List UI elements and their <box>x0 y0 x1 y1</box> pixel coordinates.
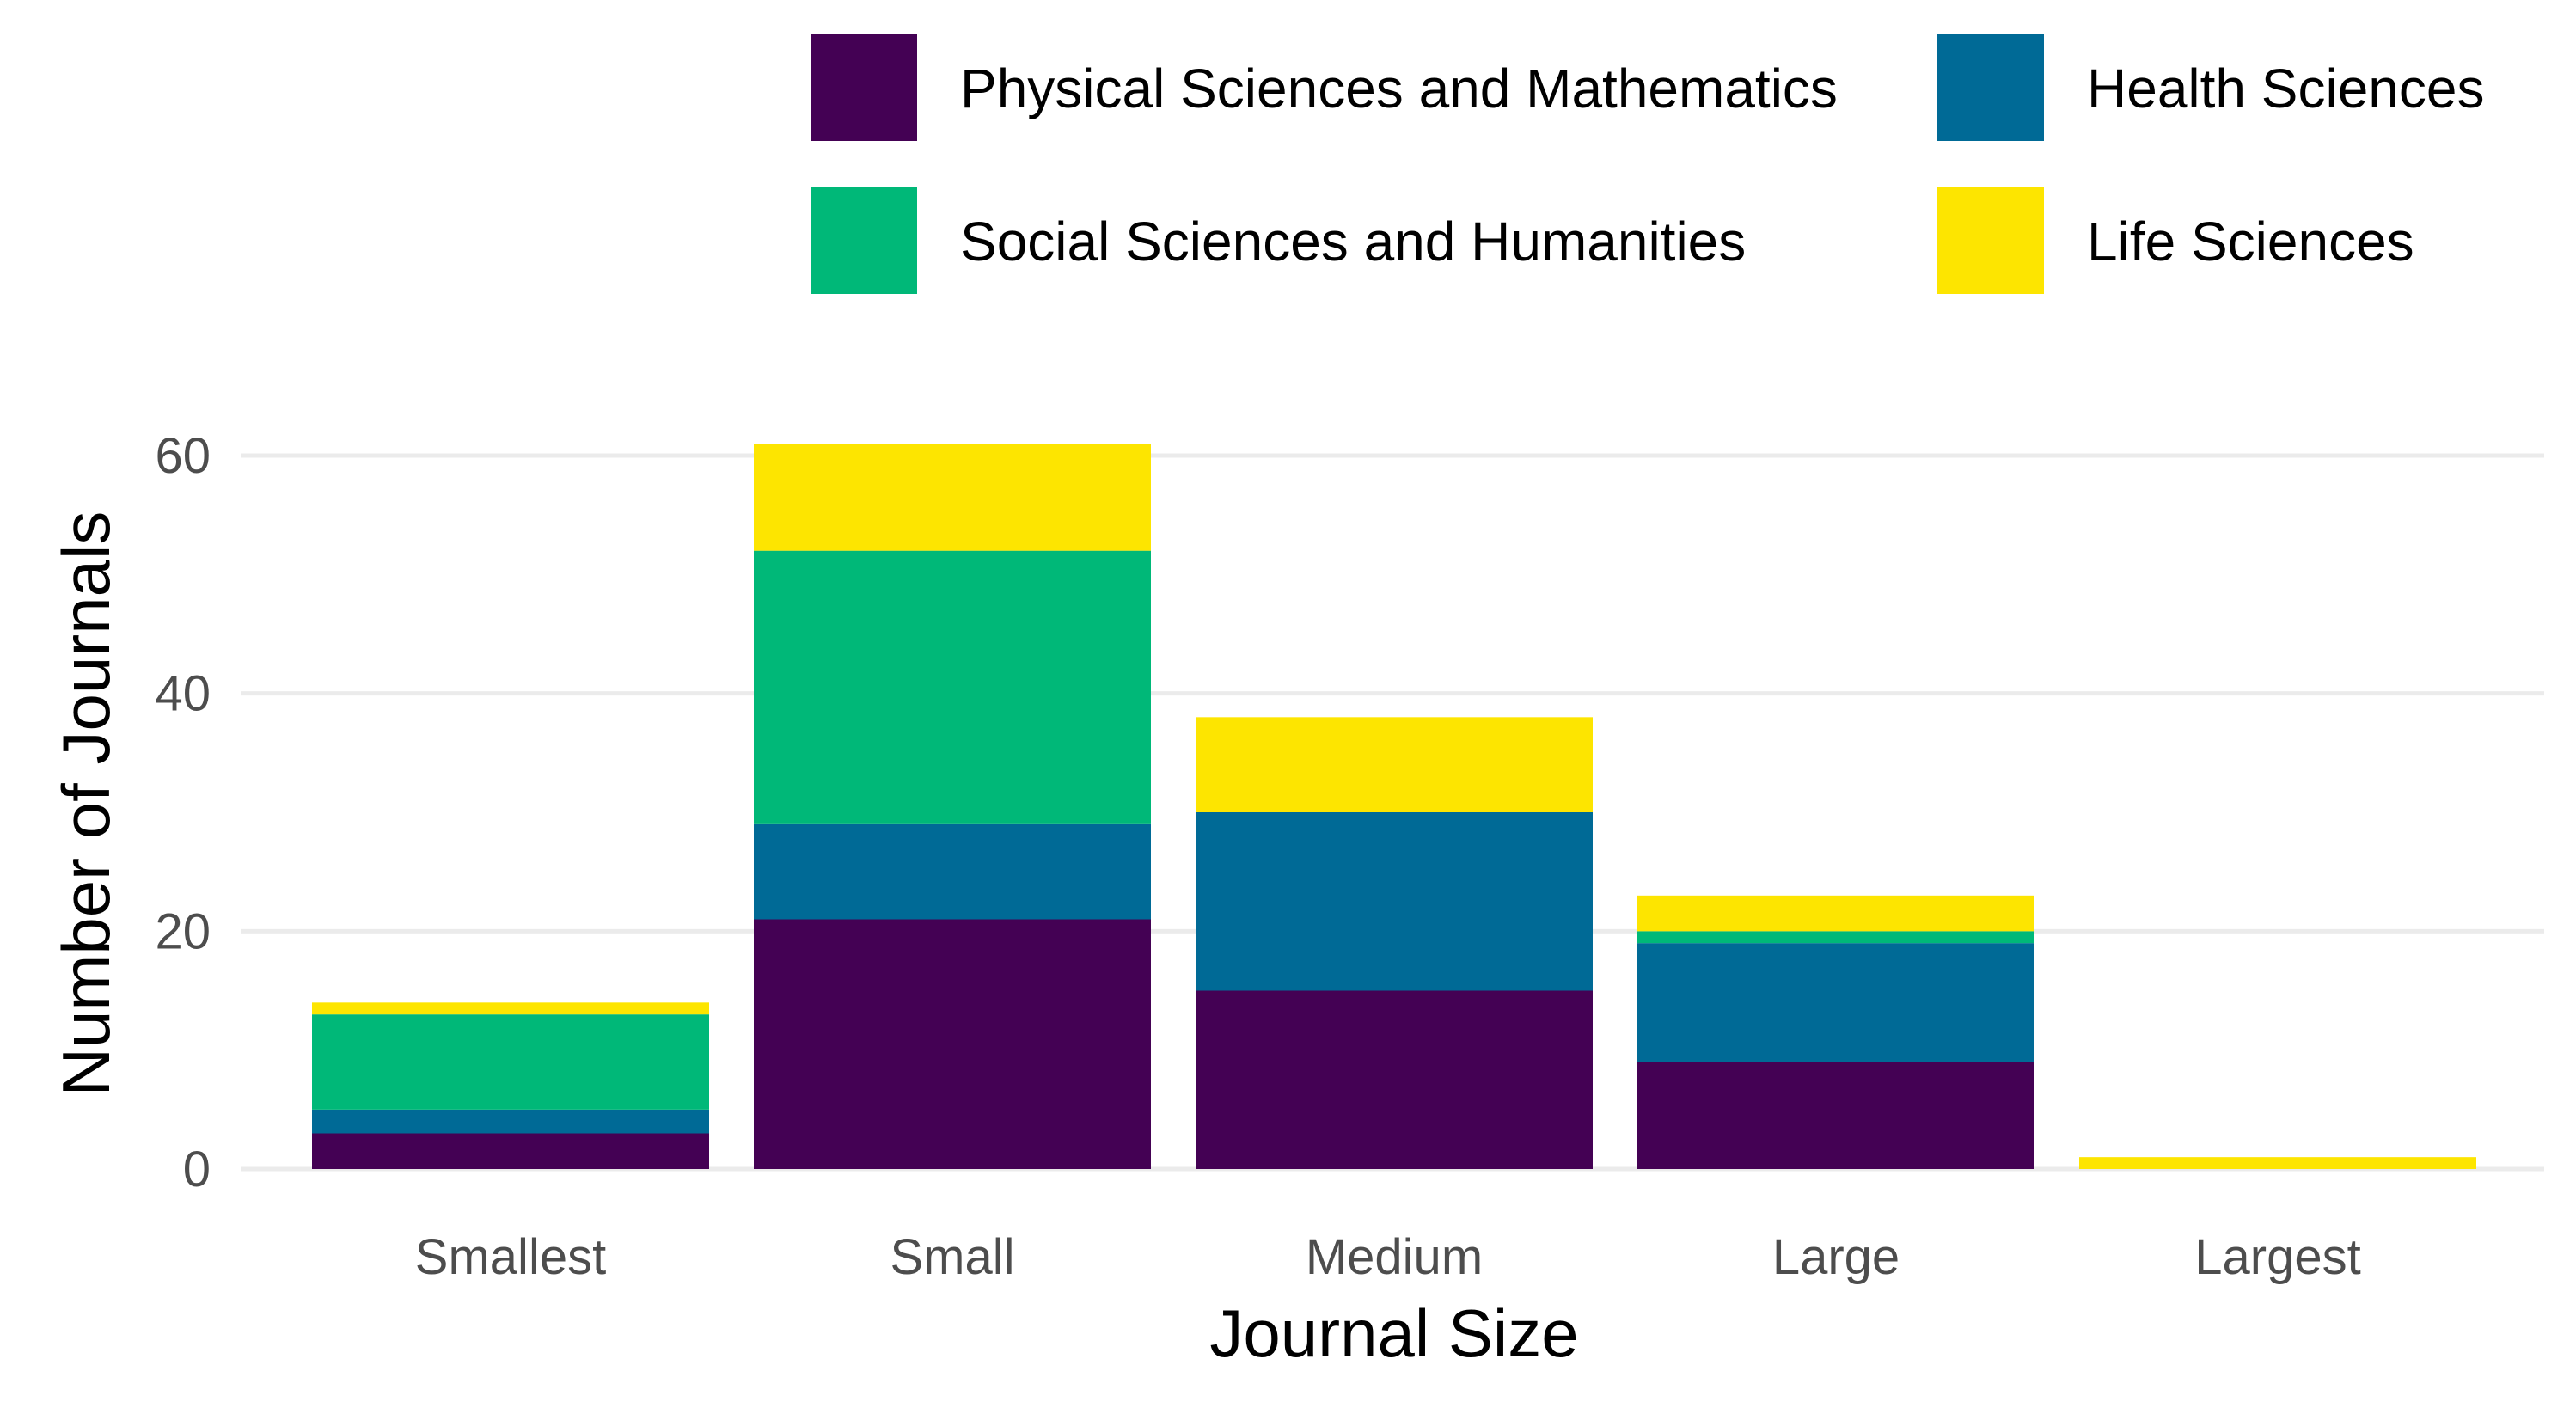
bars-layer <box>312 444 2476 1169</box>
bar-segment-large-social-sciences-and-humanities <box>1637 931 2034 944</box>
x-tick-label-large: Large <box>1772 1229 1900 1285</box>
legend-key <box>811 34 917 141</box>
legend-key <box>1937 187 2044 294</box>
bar-segment-small-life-sciences <box>754 444 1151 551</box>
x-tick-label-medium: Medium <box>1306 1229 1483 1285</box>
x-tick-label-small: Small <box>890 1229 1014 1285</box>
bar-segment-small-physical-sciences-and-mathematics <box>754 919 1151 1169</box>
legend-item-social-sciences-and-humanities: Social Sciences and Humanities <box>811 187 1746 294</box>
legend: Physical Sciences and Mathematics Health … <box>811 34 2484 294</box>
legend-item-life-sciences: Life Sciences <box>1937 187 2414 294</box>
legend-label: Health Sciences <box>2087 58 2484 119</box>
bar-segment-largest-life-sciences <box>2079 1157 2476 1169</box>
y-axis-ticks: 0 20 40 60 <box>155 428 211 1197</box>
bar-segment-medium-physical-sciences-and-mathematics <box>1196 990 1593 1169</box>
legend-item-health-sciences: Health Sciences <box>1937 34 2484 141</box>
bar-segment-small-health-sciences <box>754 823 1151 920</box>
y-tick-label: 0 <box>183 1142 211 1197</box>
y-tick-label: 20 <box>155 903 211 959</box>
legend-item-physical-sciences-and-mathematics: Physical Sciences and Mathematics <box>811 34 1838 141</box>
legend-key <box>1937 34 2044 141</box>
bar-segment-smallest-health-sciences <box>312 1109 709 1134</box>
bar-segment-medium-health-sciences <box>1196 812 1593 991</box>
bar-segment-smallest-social-sciences-and-humanities <box>312 1014 709 1110</box>
legend-label: Physical Sciences and Mathematics <box>960 58 1838 119</box>
bar-segment-medium-life-sciences <box>1196 717 1593 812</box>
y-axis-title: Number of Journals <box>48 511 124 1097</box>
y-tick-label: 60 <box>155 428 211 484</box>
x-tick-label-smallest: Smallest <box>415 1229 606 1285</box>
x-tick-label-largest: Largest <box>2194 1229 2360 1285</box>
bar-segment-large-physical-sciences-and-mathematics <box>1637 1062 2034 1169</box>
legend-key <box>811 187 917 294</box>
bar-segment-large-life-sciences <box>1637 895 2034 932</box>
legend-label: Social Sciences and Humanities <box>960 211 1746 272</box>
bar-segment-large-health-sciences <box>1637 943 2034 1062</box>
legend-label: Life Sciences <box>2087 211 2414 272</box>
bar-segment-small-social-sciences-and-humanities <box>754 550 1151 824</box>
bar-segment-smallest-life-sciences <box>312 1002 709 1015</box>
bar-segment-smallest-physical-sciences-and-mathematics <box>312 1133 709 1169</box>
x-axis-ticks: Smallest Small Medium Large Largest <box>415 1229 2361 1285</box>
x-axis-title: Journal Size <box>1209 1295 1578 1371</box>
y-tick-label: 40 <box>155 666 211 722</box>
